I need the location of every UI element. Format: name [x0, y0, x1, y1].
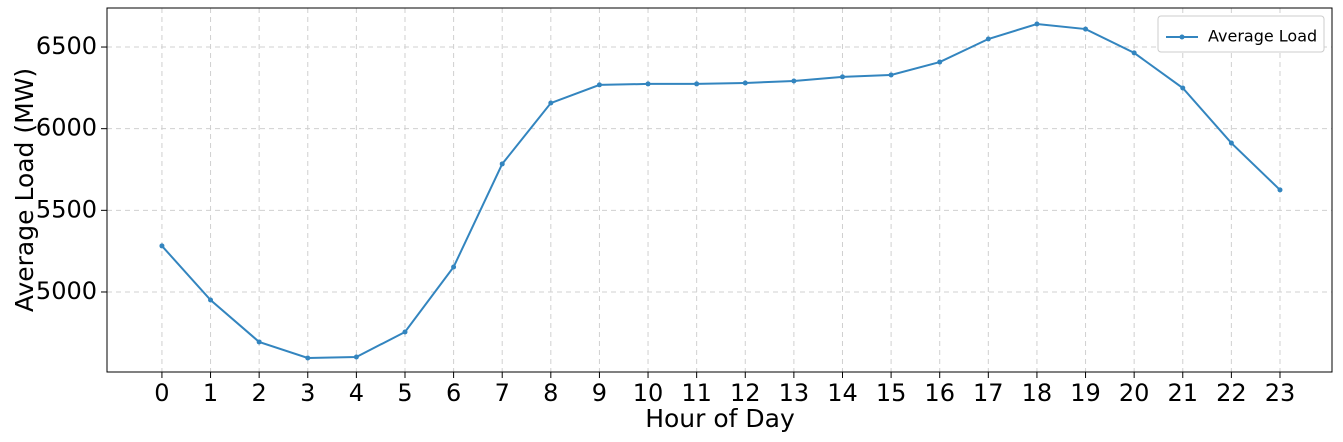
data-point [839, 74, 845, 80]
x-tick-label: 21 [1167, 379, 1198, 407]
y-axis-label: Average Load (MW) [10, 68, 39, 312]
x-tick-label: 9 [592, 379, 607, 407]
x-tick-label: 19 [1070, 379, 1101, 407]
y-tick-label: 6000 [36, 114, 97, 142]
x-tick-label: 16 [924, 379, 955, 407]
data-point [1131, 50, 1137, 56]
data-point [985, 36, 991, 42]
x-tick-label: 14 [827, 379, 858, 407]
legend-box [1157, 15, 1325, 53]
data-point [1083, 26, 1089, 32]
data-point [256, 339, 262, 345]
legend-marker [1179, 34, 1185, 40]
x-tick-label: 1 [203, 379, 218, 407]
x-tick-label: 5 [397, 379, 412, 407]
x-tick-label: 4 [349, 379, 364, 407]
data-point [499, 161, 505, 167]
data-point [353, 354, 359, 360]
x-tick-label: 23 [1265, 379, 1296, 407]
x-tick-label: 12 [730, 379, 761, 407]
data-point [937, 59, 943, 65]
data-point [791, 78, 797, 84]
y-tick-label: 6500 [36, 32, 97, 60]
data-point [742, 80, 748, 86]
data-point [402, 329, 408, 335]
x-tick-label: 13 [779, 379, 810, 407]
data-point [888, 72, 894, 78]
x-tick-label: 6 [446, 379, 461, 407]
data-point [159, 243, 165, 249]
y-tick-label: 5000 [36, 277, 97, 305]
data-point [1277, 187, 1283, 193]
data-point [1034, 21, 1040, 27]
data-point [694, 81, 700, 87]
x-tick-label: 3 [300, 379, 315, 407]
data-point [645, 81, 651, 87]
data-point [208, 297, 214, 303]
x-tick-label: 11 [681, 379, 712, 407]
legend-label: Average Load [1208, 27, 1317, 46]
data-point [451, 264, 457, 270]
series-line [161, 22, 1281, 359]
x-tick-label: 15 [876, 379, 907, 407]
data-point [596, 82, 602, 88]
x-axis-label: Hour of Day [645, 404, 795, 433]
x-tick-label: 18 [1022, 379, 1053, 407]
data-point [305, 355, 311, 361]
x-tick-label: 17 [973, 379, 1004, 407]
data-point [548, 100, 554, 106]
y-tick-label: 5500 [36, 195, 97, 223]
data-point [1180, 85, 1186, 91]
x-tick-label: 20 [1119, 379, 1150, 407]
x-tick-label: 0 [154, 379, 169, 407]
plot-frame [106, 7, 1333, 373]
data-point [1228, 140, 1234, 146]
x-tick-label: 8 [543, 379, 558, 407]
x-tick-label: 2 [252, 379, 267, 407]
x-tick-label: 22 [1216, 379, 1247, 407]
x-tick-label: 7 [495, 379, 510, 407]
x-tick-label: 10 [633, 379, 664, 407]
